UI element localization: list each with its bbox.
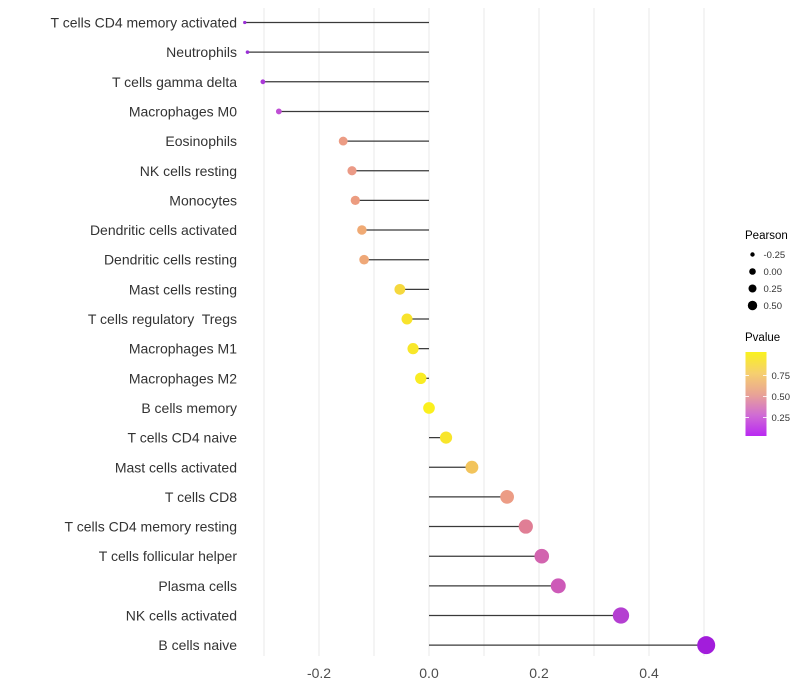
x-axis-tick-label: 0.4 <box>639 665 659 681</box>
lollipop-row: Macrophages M0 <box>129 103 429 119</box>
lollipop-row: T cells follicular helper <box>99 548 550 564</box>
lollipop-row: Dendritic cells resting <box>104 252 429 268</box>
legend-size-dot <box>747 300 758 311</box>
lollipop-row: Monocytes <box>169 192 429 208</box>
lollipop-dot <box>407 343 419 355</box>
lollipop-dot <box>347 166 357 176</box>
lollipop-row: B cells memory <box>141 400 435 416</box>
lollipop-row: NK cells resting <box>140 163 429 179</box>
x-axis-tick-label: 0.0 <box>419 665 439 681</box>
y-axis-label: T cells CD4 naive <box>128 430 238 446</box>
lollipop-row: Neutrophils <box>166 44 429 60</box>
legend-size-label: -0.25 <box>764 250 786 261</box>
lollipop-row: Dendritic cells activated <box>90 222 429 238</box>
legend-pearson-title: Pearson <box>745 230 788 242</box>
y-axis-label: NK cells resting <box>140 163 237 179</box>
x-axis-tick-label: -0.2 <box>307 665 331 681</box>
lollipop-dot <box>338 136 348 146</box>
lollipop-dot <box>359 254 369 265</box>
y-axis-label: Neutrophils <box>166 44 237 60</box>
lollipop-row: NK cells activated <box>126 607 630 624</box>
lollipop-dot <box>357 225 367 235</box>
y-axis-label: T cells CD4 memory resting <box>65 519 237 535</box>
y-axis-label: T cells CD4 memory activated <box>51 15 237 31</box>
legend-pvalue: Pvalue 0.75 0.50 0.25 <box>745 332 790 436</box>
legend-pvalue-title: Pvalue <box>745 332 780 344</box>
lollipop-dot <box>697 636 716 655</box>
legend-pvalue-tick-label: 0.75 <box>772 371 791 382</box>
y-axis-label: T cells gamma delta <box>112 74 237 90</box>
legend-pvalue-tick-label: 0.50 <box>772 392 791 403</box>
y-axis-label: B cells memory <box>141 400 237 416</box>
y-axis-label: Mast cells activated <box>115 459 237 475</box>
y-axis-label: Mast cells resting <box>129 281 237 297</box>
lollipop-dot <box>550 578 566 594</box>
lollipop-dot <box>245 50 250 54</box>
gridlines <box>263 8 705 656</box>
y-axis-label: Monocytes <box>169 192 237 208</box>
legend-size-label: 0.00 <box>764 267 783 278</box>
y-axis-label: Dendritic cells resting <box>104 252 237 268</box>
lollipop-dot <box>423 402 435 414</box>
y-axis-label: Dendritic cells activated <box>90 222 237 238</box>
lollipop-row: T cells regulatory Tregs <box>88 311 429 327</box>
legend-pvalue-tick-label: 0.25 <box>772 413 791 424</box>
lollipop-dot <box>465 460 479 474</box>
lollipop-dot <box>275 108 282 115</box>
y-axis-label: NK cells activated <box>126 608 237 624</box>
lollipop-dot <box>439 431 453 444</box>
y-axis-label: T cells regulatory Tregs <box>88 311 237 327</box>
lollipop-row: Plasma cells <box>158 578 566 594</box>
y-axis-label: Macrophages M1 <box>129 341 237 357</box>
y-axis-label: Plasma cells <box>158 578 237 594</box>
y-axis-label: Macrophages M0 <box>129 103 237 119</box>
lollipop-row: Mast cells resting <box>129 281 429 297</box>
lollipop-dot <box>350 195 360 206</box>
legend-size-dot <box>750 252 755 257</box>
x-axis: -0.2 0.0 0.2 0.4 <box>307 665 659 681</box>
legend-size-label: 0.25 <box>764 284 783 295</box>
y-axis-label: T cells follicular helper <box>99 548 238 564</box>
lollipop-row: T cells CD4 memory resting <box>65 519 533 535</box>
lollipop-dot <box>243 20 247 25</box>
lollipop-row: T cells CD4 memory activated <box>51 15 429 31</box>
legend-size-dot <box>749 268 756 275</box>
lollipop-row: Macrophages M2 <box>129 370 429 386</box>
lollipop-row: B cells naive <box>158 636 716 655</box>
legend-pvalue-gradient <box>745 352 767 436</box>
lollipop-row: T cells gamma delta <box>112 74 429 90</box>
legend-pearson: Pearson -0.25 0.00 0.25 0.50 <box>745 230 788 312</box>
lollipop-dot <box>415 372 427 385</box>
lollipop-dot <box>401 313 413 325</box>
lollipop-dot <box>500 490 514 504</box>
lollipop-row: Mast cells activated <box>115 459 479 475</box>
lollipop-dot <box>394 283 406 295</box>
y-axis-label: Macrophages M2 <box>129 370 237 386</box>
y-axis-label: Eosinophils <box>165 133 237 149</box>
legend-size-label: 0.50 <box>764 301 783 312</box>
lollipop-row: Macrophages M1 <box>129 341 429 357</box>
y-axis-label: T cells CD8 <box>165 489 237 505</box>
lollipop-row: Eosinophils <box>165 133 429 149</box>
lollipop-dot <box>518 519 533 534</box>
lollipop-dot <box>534 548 550 564</box>
lollipop-row: T cells CD4 naive <box>128 430 453 446</box>
lollipop-row: T cells CD8 <box>165 489 514 505</box>
lollipop-dot <box>612 607 630 624</box>
x-axis-tick-label: 0.2 <box>529 665 549 681</box>
legend-size-dot <box>748 284 757 293</box>
lollipop-rows: T cells CD4 memory activated Neutrophils T… <box>51 15 716 655</box>
lollipop-dot <box>260 79 266 85</box>
y-axis-label: B cells naive <box>158 637 237 653</box>
